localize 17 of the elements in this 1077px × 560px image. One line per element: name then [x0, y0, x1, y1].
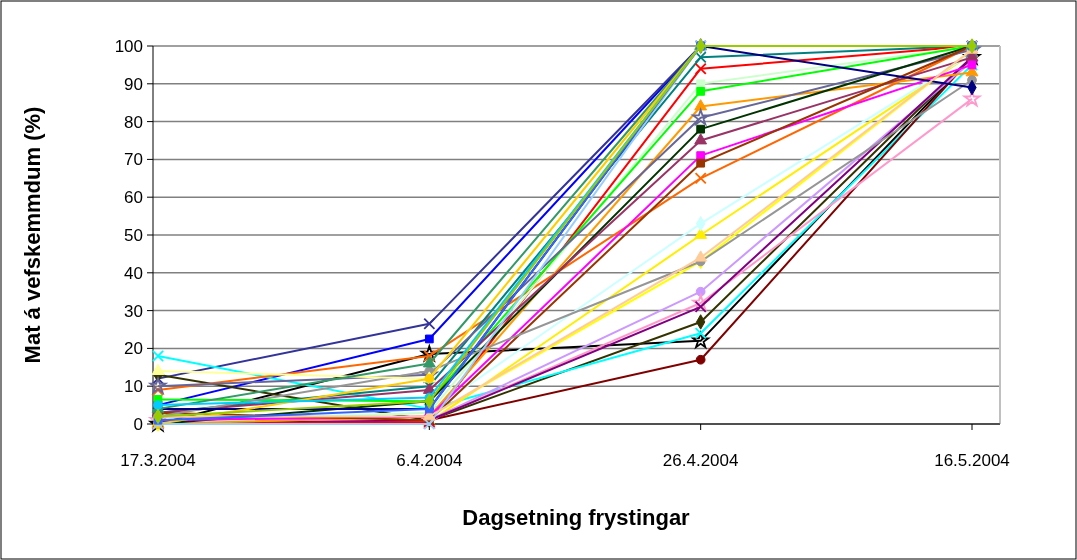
- y-tick-label: 20: [124, 339, 143, 359]
- x-tick-label: 6.4.2004: [396, 451, 463, 470]
- y-tick-label: 50: [124, 225, 143, 245]
- x-axis-title: Dagsetning frystingar: [462, 505, 691, 530]
- y-tick-label: 30: [124, 301, 143, 321]
- y-tick-label: 70: [124, 150, 143, 170]
- y-tick-label: 100: [114, 36, 143, 56]
- y-tick-label: 40: [124, 263, 143, 283]
- x-tick-label: 16.5.2004: [934, 451, 1010, 470]
- y-tick-label: 60: [124, 188, 143, 208]
- y-axis-title: Mat á vefskemmdum (%): [20, 106, 45, 364]
- x-tick-label: 17.3.2004: [120, 451, 196, 470]
- y-tick-label: 90: [124, 74, 143, 94]
- x-tick-label: 26.4.2004: [662, 451, 739, 470]
- y-tick-label: 0: [133, 414, 143, 434]
- y-tick-label: 10: [124, 377, 143, 397]
- y-tick-label: 80: [124, 112, 143, 132]
